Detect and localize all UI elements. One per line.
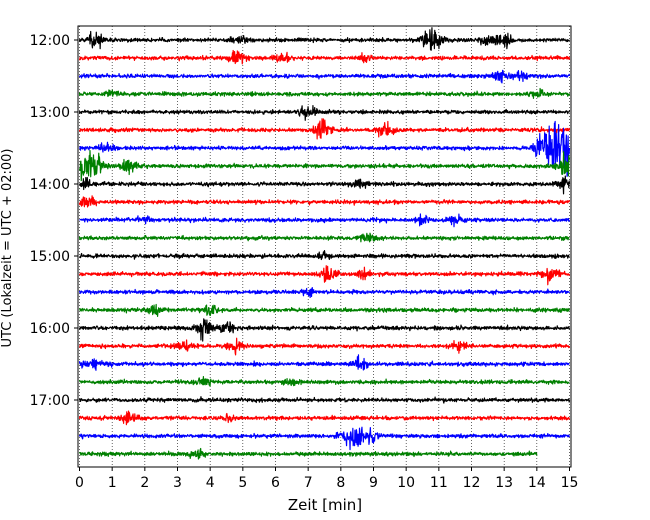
y-tick-label: 17:00 [30,393,70,409]
x-tick-label: 15 [561,475,579,491]
x-axis-label: Zeit [min] [288,496,362,514]
seismogram-trace [78,337,571,356]
x-tick-label: 4 [206,475,215,491]
seismogram-trace [78,354,570,371]
x-tick-label: 10 [397,475,415,491]
seismogram-trace [78,232,570,243]
x-tick-label: 0 [75,475,84,491]
x-tick-label: 14 [528,475,546,491]
x-tick-label: 3 [173,475,182,491]
seismogram-trace [78,447,538,460]
seismogram-trace [78,69,571,84]
y-tick-label: 13:00 [30,105,70,121]
x-tick-label: 12 [463,475,481,491]
x-tick-label: 2 [140,475,149,491]
seismogram-trace [78,149,571,182]
seismogram-trace [79,303,571,317]
seismogram-trace [78,265,571,286]
x-tick-label: 9 [369,475,378,491]
seismogram-trace [79,249,570,261]
seismogram-trace [78,87,571,99]
x-tick-label: 13 [495,475,513,491]
x-tick-label: 11 [430,475,448,491]
seismogram-trace [78,410,571,426]
y-tick-label: 15:00 [30,249,70,265]
seismogram-trace [78,49,571,65]
seismogram-trace [78,175,571,195]
seismogram-trace [78,426,571,451]
seismogram-trace [78,27,571,51]
x-tick-label: 1 [108,475,117,491]
x-tick-label: 5 [238,475,247,491]
x-tick-label: 8 [336,475,345,491]
seismogram-trace [78,287,570,299]
seismogram-traces [78,27,571,460]
seismogram-trace [78,118,571,140]
y-tick-label: 12:00 [30,33,70,49]
seismogram-trace [78,396,571,404]
seismogram-trace [78,376,570,387]
x-tick-label: 7 [304,475,313,491]
seismogram-trace [78,318,571,342]
y-axis-ticks: 12:00 13:00 14:00 15:00 16:00 17:00 [30,33,78,409]
seismogram-trace [78,195,571,208]
y-tick-label: 14:00 [30,177,70,193]
x-tick-label: 6 [271,475,280,491]
y-tick-label: 16:00 [30,321,70,337]
y-axis-label: UTC (Lokalzeit = UTC + 02:00) [0,149,15,348]
x-axis-ticks: 0 1 2 3 4 5 6 7 8 9 10 11 12 13 14 15 [75,467,578,491]
plot-frame [77,25,572,468]
seismogram-trace [78,105,571,121]
seismogram-trace [79,120,571,178]
seismogram-trace [79,213,571,228]
